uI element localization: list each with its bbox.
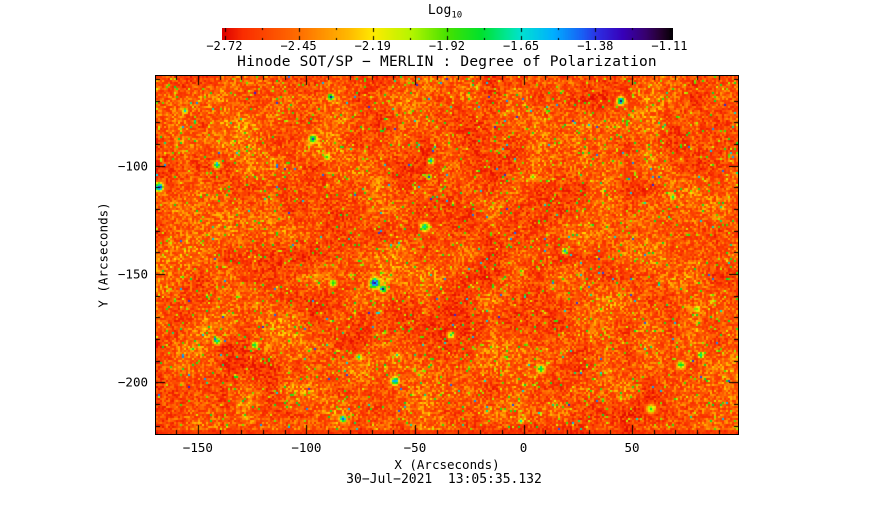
colorbar-title-subscript: 10	[451, 10, 463, 21]
colorbar-tick-label: −1.65	[503, 39, 540, 53]
colorbar-tick-label: −1.92	[428, 39, 465, 53]
colorbar-tick-label: −2.72	[206, 39, 243, 53]
colorbar-title: Log10	[428, 3, 462, 21]
colorbar-tick-label: −1.38	[577, 39, 614, 53]
heatmap-canvas	[156, 76, 738, 434]
y-tick-label: −100	[117, 158, 148, 174]
y-tick-label: −200	[117, 374, 148, 390]
colorbar-tick-label: −2.45	[280, 39, 317, 53]
plot-title: Hinode SOT/SP − MERLIN : Degree of Polar…	[237, 54, 657, 70]
y-axis-title: Y (Arcseconds)	[95, 202, 111, 308]
plot-frame	[155, 75, 739, 435]
colorbar-tick-label: −1.11	[651, 39, 688, 53]
y-tick-label: −150	[117, 266, 148, 282]
colorbar	[222, 25, 673, 40]
x-tick-label: −150	[182, 440, 213, 455]
timestamp: 30−Jul−2021 13:05:35.132	[346, 472, 542, 487]
x-tick-label: −100	[291, 440, 322, 455]
colorbar-title-text: Log	[427, 3, 452, 18]
x-tick-label: 0	[519, 440, 528, 455]
x-tick-label: 50	[624, 440, 640, 455]
colorbar-canvas	[222, 28, 673, 40]
colorbar-tick-label: −2.19	[354, 39, 391, 53]
x-axis-title: X (Arcseconds)	[394, 457, 500, 472]
x-tick-label: −50	[403, 440, 427, 455]
